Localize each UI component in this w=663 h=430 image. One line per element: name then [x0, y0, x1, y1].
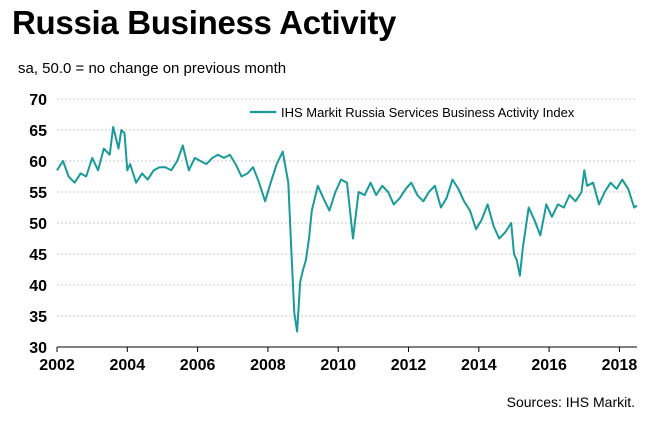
- y-tick-label: 45: [29, 247, 47, 264]
- chart-subtitle: sa, 50.0 = no change on previous month: [18, 60, 287, 77]
- series-layer: [56, 125, 638, 333]
- y-tick-label: 50: [29, 216, 47, 233]
- y-axis-ticks: 30 35 40 45 50 55 60 65 70: [29, 92, 47, 357]
- x-tick-label: 2002: [39, 357, 75, 374]
- legend: IHS Markit Russia Services Business Acti…: [250, 105, 575, 120]
- y-tick-label: 40: [29, 278, 47, 295]
- y-tick-label: 60: [29, 154, 47, 171]
- x-tick-label: 2008: [250, 357, 286, 374]
- x-tick-label: 2018: [602, 357, 638, 374]
- x-tick-label: 2012: [391, 357, 427, 374]
- y-tick-label: 30: [29, 340, 47, 357]
- y-tick-label: 55: [29, 185, 47, 202]
- legend-label: IHS Markit Russia Services Business Acti…: [281, 105, 575, 120]
- y-tick-label: 70: [29, 92, 47, 109]
- x-tick-label: 2016: [531, 357, 567, 374]
- chart-title: Russia Business Activity: [12, 4, 397, 41]
- gridlines: [57, 98, 637, 317]
- y-tick-label: 65: [29, 123, 47, 140]
- x-tick-label: 2004: [110, 357, 146, 374]
- source-note: Sources: IHS Markit.: [506, 394, 635, 410]
- x-tick-label: 2010: [320, 357, 356, 374]
- y-tick-label: 35: [29, 309, 47, 326]
- series-line-0: [56, 125, 638, 333]
- x-tick-label: 2006: [180, 357, 216, 374]
- x-axis-ticks: 2002 2004 2006 2008 2010 2012 2014 2016 2018: [39, 347, 637, 374]
- x-tick-label: 2014: [461, 357, 497, 374]
